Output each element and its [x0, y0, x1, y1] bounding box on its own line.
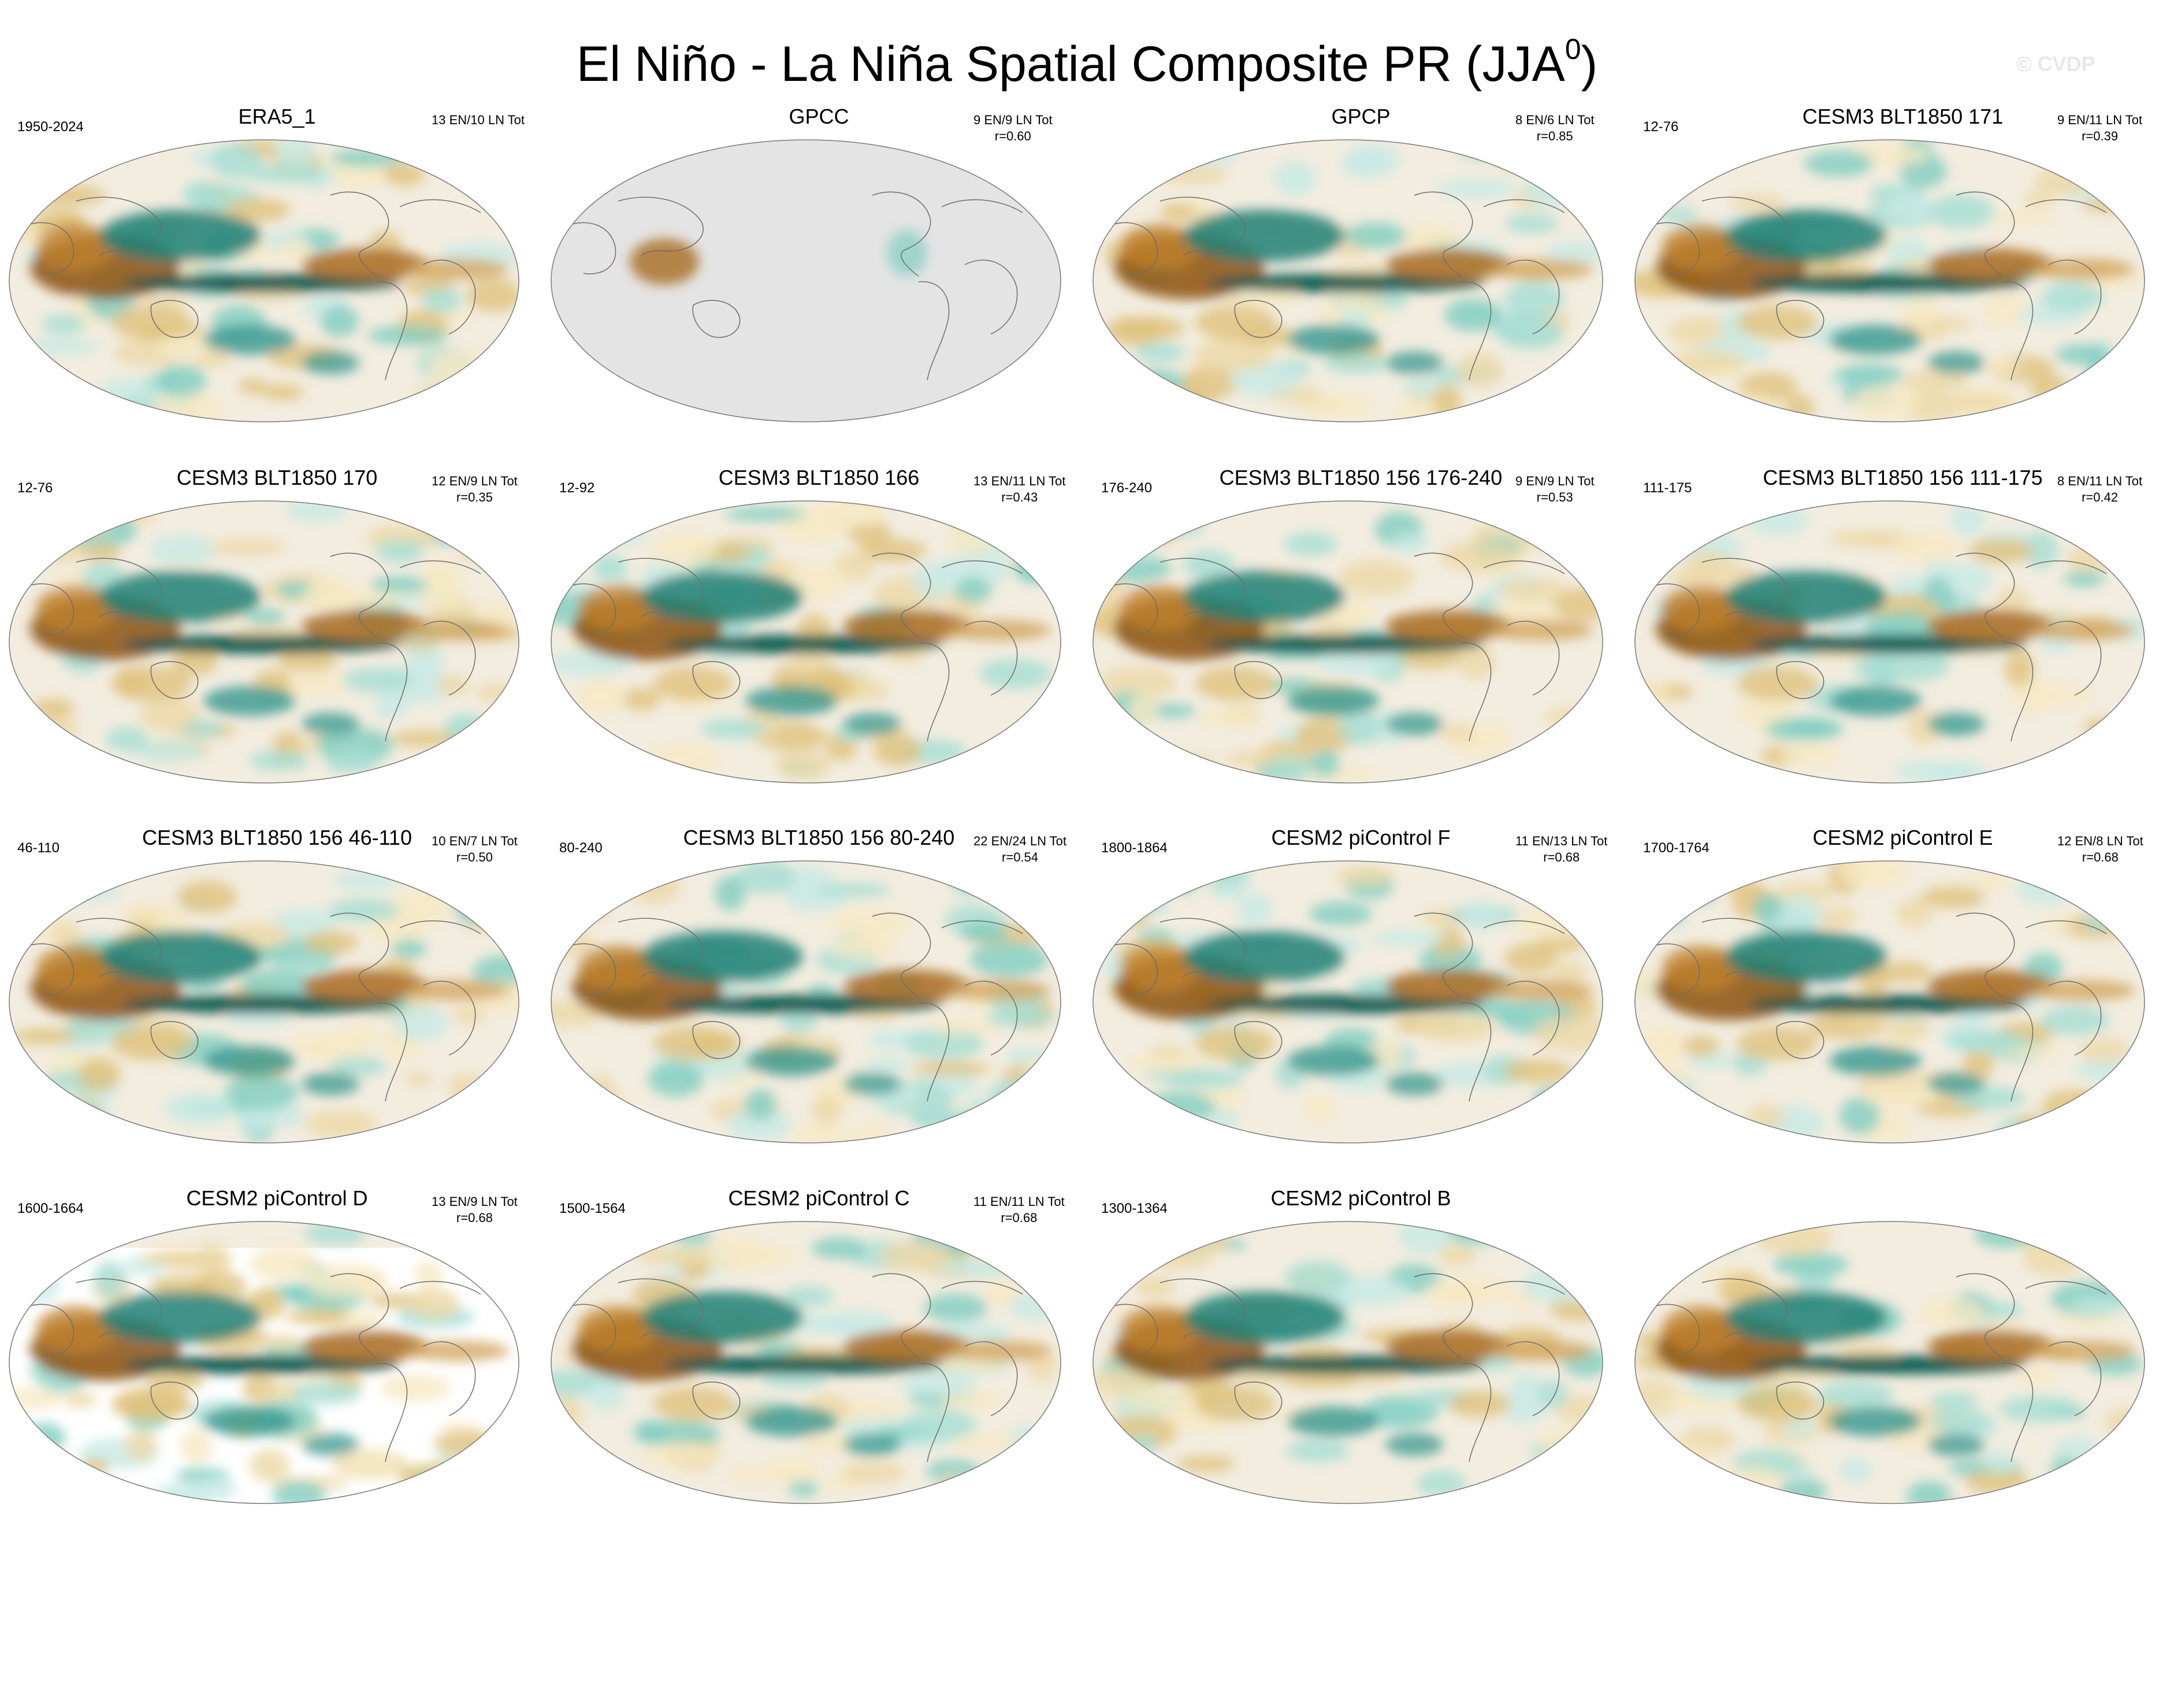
map-panel: CESM2 piControl A 1100-1164 9 EN/11 LN Tot… [1633, 1186, 2173, 1555]
colorbar-swatch [1647, 1576, 1716, 1609]
robinson-map [1091, 1213, 1605, 1514]
event-count-text: 8 EN/11 LN Tot [2057, 473, 2142, 489]
robinson-map [549, 853, 1063, 1153]
map-panel: CESM3 BLT1850 170 12-76 12 EN/9 LN Tot r=0.… [7, 465, 547, 835]
colorbar-swatch [1157, 1576, 1227, 1609]
event-count-text: 9 EN/9 LN Tot [1515, 473, 1595, 489]
watermark: © CVDP [2016, 52, 2095, 76]
event-count-text: 8 EN/6 LN Tot [1515, 112, 1595, 128]
map-panel: CESM2 piControl D 1600-1664 13 EN/9 LN Tot… [7, 1186, 547, 1555]
map-panel: CESM2 piControl C 1500-1564 11 EN/11 LN To… [549, 1186, 1089, 1555]
robinson-map [7, 493, 521, 793]
colorbar-swatch [1017, 1576, 1087, 1609]
colorbar-swatch [1507, 1576, 1577, 1609]
event-count-text: 12 EN/8 LN Tot [2057, 833, 2143, 849]
event-count-text: 9 EN/9 LN Tot [973, 112, 1053, 128]
map-panel: CESM3 BLT1850 156 176-240 176-240 9 EN/9 L… [1091, 465, 1631, 835]
event-count-text: 11 EN/13 LN Tot [1515, 833, 1607, 849]
event-count-text: 12 EN/9 LN Tot [432, 473, 518, 489]
colorbar-swatch [1577, 1576, 1647, 1609]
colorbar-swatch [738, 1576, 808, 1609]
robinson-map [7, 1213, 521, 1514]
robinson-map [549, 132, 1063, 432]
robinson-map [549, 493, 1063, 793]
map-panel: CESM3 BLT1850 156 111-175 111-175 8 EN/11 … [1633, 465, 2173, 835]
colorbar-swatch [947, 1576, 1017, 1609]
event-count-text: 13 EN/9 LN Tot [432, 1194, 518, 1210]
robinson-map [7, 132, 521, 432]
colorbar-units: mm/day [0, 1647, 2174, 1690]
colorbar-swatch [878, 1576, 947, 1609]
map-panel: CESM2 piControl E 1700-1764 12 EN/8 LN Tot… [1633, 825, 2173, 1195]
map-panel: CESM2 piControl F 1800-1864 11 EN/13 LN To… [1091, 825, 1631, 1195]
map-panel: ERA5_1 1950-2024 13 EN/10 LN Tot [7, 104, 547, 474]
colorbar-swatch [808, 1576, 878, 1609]
event-count-text: 13 EN/11 LN Tot [973, 473, 1065, 489]
colorbar-swatch [1437, 1576, 1507, 1609]
colorbar-swatch [598, 1576, 668, 1609]
robinson-map [1633, 132, 2147, 432]
map-panel: GPCC 9 EN/9 LN Tot r=0.60 [549, 104, 1089, 474]
colorbar [388, 1576, 1786, 1610]
robinson-map [549, 1213, 1063, 1514]
colorbar-swatch [1297, 1576, 1367, 1609]
robinson-map [1091, 493, 1605, 793]
map-panel: GPCP 8 EN/6 LN Tot r=0.85 [1091, 104, 1631, 474]
map-panel: CESM3 BLT1850 156 80-240 80-240 22 EN/24 L… [549, 825, 1089, 1195]
colorbar-swatch [1716, 1576, 1786, 1609]
colorbar-swatch [388, 1576, 458, 1609]
map-panel: CESM3 BLT1850 171 12-76 9 EN/11 LN Tot r=0.… [1633, 104, 2173, 474]
event-count-text: 13 EN/10 LN Tot [432, 112, 525, 128]
event-count-text: 9 EN/11 LN Tot [1515, 1194, 1600, 1210]
map-panel: CESM3 BLT1850 166 12-92 13 EN/11 LN Tot r=0… [549, 465, 1089, 835]
figure-title: El Niño - La Niña Spatial Composite PR (… [0, 17, 2174, 96]
colorbar-swatch [668, 1576, 738, 1609]
robinson-map [1633, 853, 2147, 1153]
event-count-text: 10 EN/7 LN Tot [432, 833, 518, 849]
colorbar-swatch [458, 1576, 528, 1609]
robinson-map [1091, 132, 1605, 432]
colorbar-swatch [1227, 1576, 1297, 1609]
colorbar-tick-label: 5 [1670, 1611, 1763, 1650]
panel-event-count: 13 EN/10 LN Tot [432, 112, 525, 128]
event-count-text: 22 EN/24 LN Tot [973, 833, 1066, 849]
map-panel: CESM3 BLT1850 156 46-110 46-110 10 EN/7 LN… [7, 825, 547, 1195]
event-count-text: 9 EN/11 LN Tot [2057, 112, 2142, 128]
event-count-text: 9 EN/11 LN Tot [2057, 1194, 2142, 1210]
colorbar-swatch [1367, 1576, 1437, 1609]
robinson-map [1091, 853, 1605, 1153]
map-panel: CESM2 piControl B 1300-1364 9 EN/11 LN Tot… [1091, 1186, 1631, 1555]
event-count-text: 11 EN/11 LN Tot [973, 1194, 1065, 1210]
colorbar-swatch [1087, 1576, 1157, 1609]
robinson-map [1633, 493, 2147, 793]
robinson-map [1633, 1213, 2147, 1514]
colorbar-swatch [528, 1576, 598, 1609]
robinson-map [7, 853, 521, 1153]
